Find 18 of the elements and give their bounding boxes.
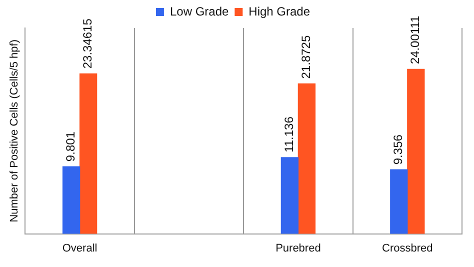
x-tick-label: Overall (62, 242, 98, 254)
data-label: 21.8725 (299, 35, 314, 79)
bar (407, 68, 425, 234)
bar (280, 157, 299, 234)
x-tick-label: Crossbred (382, 242, 433, 254)
bar (62, 166, 80, 234)
bar (298, 83, 316, 234)
legend-label: Low Grade (170, 4, 229, 18)
bar (390, 169, 408, 234)
data-label: 11.136 (282, 116, 296, 152)
bar (79, 73, 98, 234)
y-axis-title: Number of Positive Cells (Cells/5 hpf) (8, 40, 21, 222)
x-tick-label: Purebred (276, 242, 321, 254)
data-label: 23.34615 (80, 18, 95, 69)
data-label: 9.356 (391, 134, 406, 165)
data-label: 24.00111 (408, 16, 422, 64)
legend-label: High Grade (248, 4, 310, 18)
data-label: 9.801 (64, 131, 78, 162)
